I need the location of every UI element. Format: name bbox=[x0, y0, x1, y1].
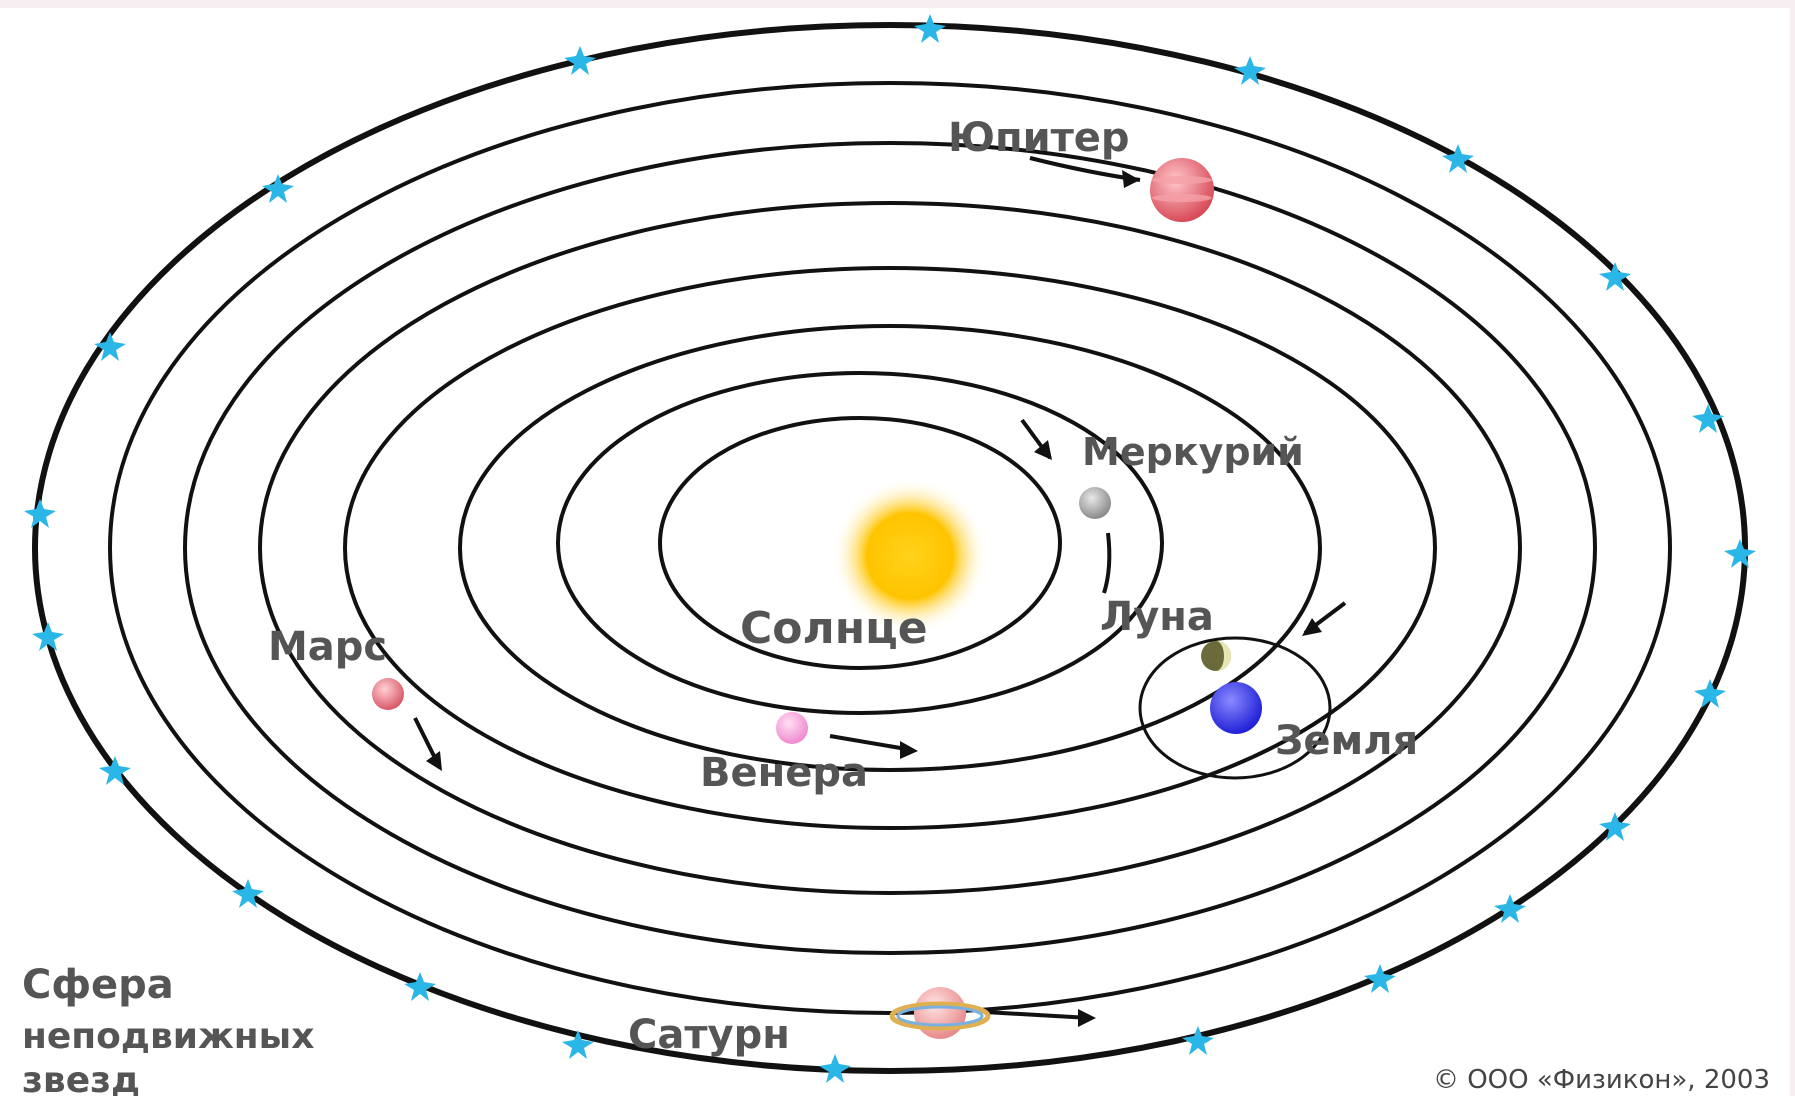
arrow-head-icon bbox=[426, 751, 442, 771]
star-icon bbox=[1234, 56, 1266, 85]
star-icon bbox=[1442, 144, 1474, 173]
saturn bbox=[889, 987, 991, 1039]
star-icon bbox=[94, 332, 126, 361]
star-icon bbox=[24, 499, 56, 528]
star-icon bbox=[1182, 1026, 1214, 1055]
label-mars: Марс bbox=[268, 624, 387, 670]
star-icon bbox=[1599, 262, 1631, 291]
label-jupiter: Юпитер bbox=[948, 115, 1130, 161]
arrow-mercury-down bbox=[1102, 532, 1112, 594]
star-icon bbox=[1692, 404, 1724, 433]
star-icon bbox=[232, 879, 264, 908]
star-icon bbox=[1364, 964, 1396, 993]
star-icon bbox=[564, 46, 596, 75]
arrow-venus bbox=[829, 734, 913, 752]
orbit-sun bbox=[343, 266, 1437, 830]
orbit-earth-local bbox=[1138, 636, 1332, 780]
caption-line-3: звезд bbox=[22, 1060, 140, 1096]
arrow-head-icon bbox=[900, 741, 918, 759]
star-icon bbox=[262, 174, 294, 203]
orbit-saturn bbox=[108, 81, 1672, 1015]
label-saturn: Сатурн bbox=[628, 1012, 790, 1058]
venus bbox=[776, 712, 808, 744]
star-icon bbox=[1599, 812, 1631, 841]
star-icon bbox=[914, 14, 946, 43]
earth bbox=[1210, 682, 1262, 734]
arrow-head-icon bbox=[1078, 1009, 1096, 1027]
label-moon: Луна bbox=[1100, 594, 1214, 640]
arrow-head-icon bbox=[1302, 618, 1322, 636]
label-venus: Венера bbox=[700, 750, 868, 796]
star-icon bbox=[1724, 539, 1756, 568]
orbit-moon bbox=[658, 416, 1062, 670]
star-icon bbox=[404, 972, 436, 1001]
copyright-text: © ООО «Физикон», 2003 bbox=[1433, 1065, 1770, 1095]
orbit-mars bbox=[258, 201, 1522, 895]
orbit-jupiter bbox=[183, 141, 1597, 955]
star-icon bbox=[32, 622, 64, 651]
orbit-mercury bbox=[556, 371, 1164, 715]
motion-arrows bbox=[413, 156, 1347, 1027]
star-icon bbox=[1694, 679, 1726, 708]
label-earth: Земля bbox=[1275, 718, 1418, 764]
geocentric-model-diagram: Юпитер Меркурий Солнце Луна Земля Марс В… bbox=[22, 14, 1770, 1096]
star-icon bbox=[562, 1030, 594, 1059]
arrow-head-icon bbox=[1122, 170, 1140, 188]
orbit-venus bbox=[458, 324, 1322, 772]
moon bbox=[1201, 641, 1231, 671]
mars bbox=[372, 678, 404, 710]
arrow-saturn bbox=[984, 1010, 1091, 1020]
caption-line-1: Сфера bbox=[22, 962, 174, 1008]
fixed-stars-sphere bbox=[32, 22, 1748, 1074]
star-icon bbox=[819, 1054, 851, 1083]
fixed-stars bbox=[24, 14, 1756, 1083]
diagram-frame: Юпитер Меркурий Солнце Луна Земля Марс В… bbox=[0, 8, 1790, 1096]
fixed-stars-caption: Сфера неподвижных звезд bbox=[22, 962, 314, 1096]
arrow-head-icon bbox=[1034, 440, 1052, 460]
orbits bbox=[108, 81, 1672, 1015]
sun bbox=[832, 478, 988, 634]
jupiter bbox=[1150, 158, 1214, 222]
star-icon bbox=[99, 756, 131, 785]
star-icon bbox=[1494, 894, 1526, 923]
mercury bbox=[1079, 487, 1111, 519]
caption-line-2: неподвижных bbox=[22, 1016, 314, 1057]
label-sun: Солнце bbox=[740, 603, 928, 654]
label-mercury: Меркурий bbox=[1082, 430, 1304, 474]
